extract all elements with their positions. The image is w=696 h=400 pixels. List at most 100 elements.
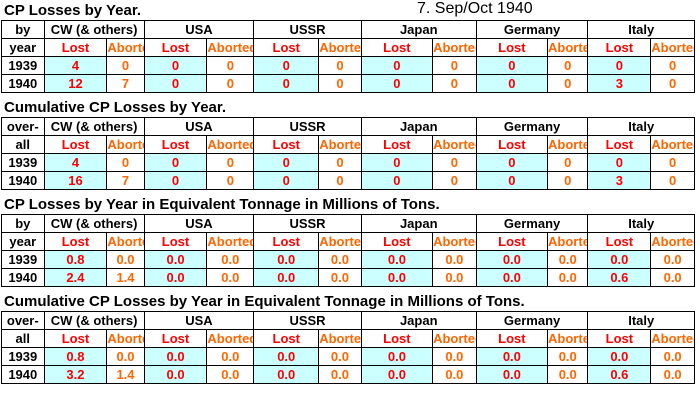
lost-header: Lost (360, 329, 434, 348)
aborted-header: Aborted (206, 329, 255, 348)
aborted-value: 0 (547, 171, 589, 190)
year-label: 1940 (1, 74, 45, 93)
lost-value: 0.8 (43, 347, 108, 366)
country-header: Germany (475, 117, 589, 136)
section-header: Cumulative CP Losses by Year in Equivale… (0, 291, 696, 311)
lost-header: Lost (43, 135, 108, 154)
country-header: Italy (587, 117, 695, 136)
row-label-top: by (1, 20, 45, 39)
aborted-value: 0 (106, 56, 145, 75)
header-row: by CW (& others) USA USSR Japan Germany Italy (1, 214, 695, 233)
country-header: CW (& others) (43, 20, 145, 39)
lost-value: 0.0 (360, 250, 434, 269)
lost-value: 16 (43, 171, 108, 190)
section-2: Cumulative CP Losses by Year. over- CW (& … (0, 97, 696, 190)
country-header: USA (143, 214, 255, 233)
row-label-top: over- (1, 117, 45, 136)
aborted-value: 0.0 (650, 250, 695, 269)
aborted-header: Aborted (206, 232, 255, 251)
lost-header: Lost (475, 38, 549, 57)
lost-header: Lost (143, 329, 208, 348)
aborted-value: 0.0 (650, 347, 695, 366)
lost-header: Lost (587, 38, 652, 57)
aborted-value: 0 (432, 56, 477, 75)
aborted-value: 0 (318, 153, 362, 172)
lost-value: 2.4 (43, 268, 108, 287)
aborted-value: 0 (432, 74, 477, 93)
lost-value: 0.0 (475, 268, 549, 287)
section-header: CP Losses by Year. (0, 0, 696, 20)
aborted-value: 0.0 (318, 365, 362, 384)
aborted-value: 0 (650, 171, 695, 190)
aborted-value: 0.0 (650, 268, 695, 287)
aborted-header: Aborted (106, 329, 145, 348)
lost-header: Lost (253, 232, 320, 251)
lost-value: 0.0 (253, 347, 320, 366)
aborted-value: 0 (206, 171, 255, 190)
lost-value: 0.0 (360, 347, 434, 366)
aborted-value: 0.0 (432, 365, 477, 384)
aborted-header: Aborted (432, 38, 477, 57)
country-header: USSR (253, 214, 362, 233)
aborted-value: 0.0 (432, 268, 477, 287)
lost-value: 0.0 (143, 250, 208, 269)
lost-value: 0.0 (475, 365, 549, 384)
section-3: CP Losses by Year in Equivalent Tonnage … (0, 194, 696, 287)
country-header: Germany (475, 311, 589, 330)
aborted-value: 0 (206, 153, 255, 172)
lost-value: 0 (253, 153, 320, 172)
lost-value: 12 (43, 74, 108, 93)
lost-value: 0.8 (43, 250, 108, 269)
aborted-header: Aborted (432, 329, 477, 348)
section-title: CP Losses by Year. (4, 2, 142, 19)
losses-table: over- CW (& others) USA USSR Japan Germany Ita… (1, 117, 695, 190)
row-label-top: by (1, 214, 45, 233)
aborted-value: 0 (650, 74, 695, 93)
aborted-value: 1.4 (106, 365, 145, 384)
aborted-value: 0.0 (318, 347, 362, 366)
lost-value: 4 (43, 56, 108, 75)
aborted-value: 0.0 (206, 268, 255, 287)
lost-value: 0.0 (253, 365, 320, 384)
subheader-row: yearLostAbortedLostAbortedLostAbortedLos… (1, 38, 695, 57)
aborted-value: 0.0 (432, 250, 477, 269)
lost-value: 0.6 (587, 268, 652, 287)
year-label: 1939 (1, 347, 45, 366)
country-header: CW (& others) (43, 214, 145, 233)
row-label-bottom: year (1, 232, 45, 251)
aborted-value: 0 (650, 153, 695, 172)
year-label: 1939 (1, 56, 45, 75)
country-header: Italy (587, 311, 695, 330)
lost-header: Lost (360, 135, 434, 154)
aborted-header: Aborted (650, 38, 695, 57)
country-header: USA (143, 20, 255, 39)
aborted-header: Aborted (206, 38, 255, 57)
aborted-value: 0.0 (547, 268, 589, 287)
section-title: Cumulative CP Losses by Year in Equivale… (4, 293, 525, 310)
aborted-value: 0 (318, 74, 362, 93)
aborted-value: 0.0 (206, 347, 255, 366)
data-row: 1940 16 7 0 0 0 0 0 0 0 0 3 0 (1, 171, 695, 190)
aborted-value: 7 (106, 171, 145, 190)
aborted-value: 0.0 (318, 268, 362, 287)
country-header: USSR (253, 20, 362, 39)
lost-header: Lost (475, 135, 549, 154)
aborted-value: 1.4 (106, 268, 145, 287)
lost-header: Lost (43, 232, 108, 251)
aborted-header: Aborted (650, 232, 695, 251)
aborted-value: 7 (106, 74, 145, 93)
lost-value: 0.0 (143, 347, 208, 366)
lost-value: 0 (253, 56, 320, 75)
data-row: 1940 2.4 1.4 0.0 0.0 0.0 0.0 0.0 0.0 0.0 0.0 0.6 0.0 (1, 268, 695, 287)
lost-value: 0 (253, 74, 320, 93)
lost-value: 3.2 (43, 365, 108, 384)
aborted-header: Aborted (106, 232, 145, 251)
lost-value: 0 (143, 56, 208, 75)
losses-table: over- CW (& others) USA USSR Japan Germany Ita… (1, 311, 695, 384)
aborted-header: Aborted (547, 38, 589, 57)
lost-header: Lost (587, 135, 652, 154)
lost-header: Lost (143, 38, 208, 57)
country-header: Italy (587, 214, 695, 233)
aborted-value: 0.0 (106, 347, 145, 366)
lost-value: 0 (253, 171, 320, 190)
